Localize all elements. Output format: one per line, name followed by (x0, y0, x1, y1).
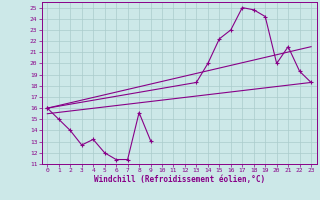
X-axis label: Windchill (Refroidissement éolien,°C): Windchill (Refroidissement éolien,°C) (94, 175, 265, 184)
